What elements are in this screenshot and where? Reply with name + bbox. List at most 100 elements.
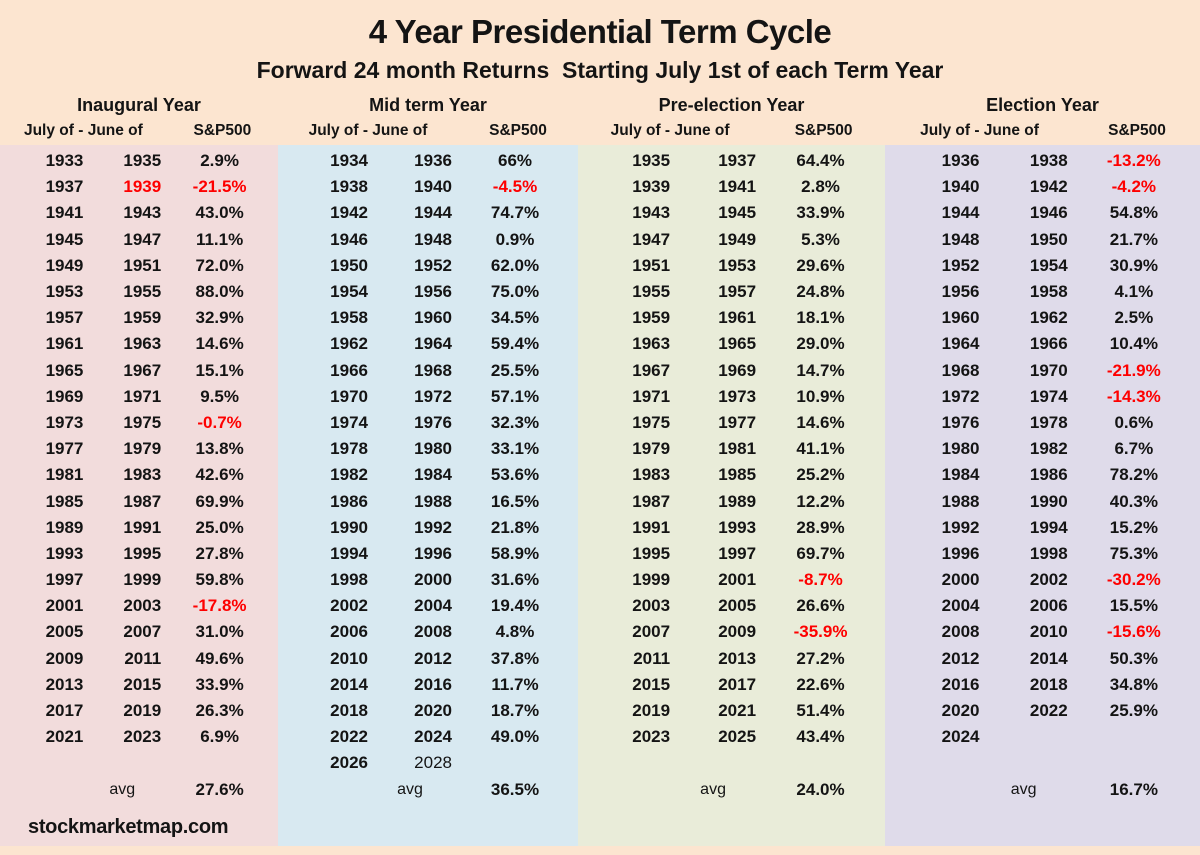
table-row: 1969 1971 9.5% xyxy=(0,384,278,410)
table-row: 1988 1990 40.3% xyxy=(885,488,1200,514)
sp500-return: 69.7% xyxy=(796,543,845,563)
july-year: 2026 xyxy=(330,753,368,773)
july-year: 1942 xyxy=(330,203,368,223)
sp500-return: -8.7% xyxy=(798,570,843,590)
june-year: 1982 xyxy=(1029,439,1068,459)
table-row: 1962 1964 59.4% xyxy=(278,331,578,357)
june-year: 1988 xyxy=(414,491,452,511)
sp500-return: 24.8% xyxy=(796,282,845,302)
june-year: 1957 xyxy=(718,282,757,302)
sp500-return: 59.8% xyxy=(195,570,244,590)
sp500-return: 18.7% xyxy=(490,701,540,721)
june-year: 1948 xyxy=(414,229,452,249)
june-year: 2015 xyxy=(123,674,162,694)
table-row: 2017 2019 26.3% xyxy=(0,698,278,724)
july-year: 2011 xyxy=(633,648,671,668)
july-year: 1956 xyxy=(941,282,980,302)
july-year: 1958 xyxy=(330,308,368,328)
sp500-return: -13.2% xyxy=(1106,151,1161,171)
july-year: 2007 xyxy=(632,622,671,642)
july-year: 1960 xyxy=(941,308,980,328)
july-year: 1998 xyxy=(330,570,368,590)
years-column-header: July of - June of xyxy=(308,122,428,139)
july-year: 1975 xyxy=(632,412,671,432)
table-row: 1941 1943 43.0% xyxy=(0,200,278,226)
sp500-return: 53.6% xyxy=(490,465,540,485)
sp500-return: 15.2% xyxy=(1109,517,1158,537)
sp500-return: -21.9% xyxy=(1106,360,1161,380)
june-year: 2020 xyxy=(414,701,452,721)
avg-label: avg xyxy=(1010,780,1037,798)
june-year: 2024 xyxy=(414,727,452,747)
june-year: 2019 xyxy=(123,701,162,721)
july-year: 1996 xyxy=(941,543,980,563)
june-year: 1962 xyxy=(1029,308,1068,328)
sp500-return: 31.0% xyxy=(195,622,244,642)
july-year: 1947 xyxy=(632,229,671,249)
avg-label: avg xyxy=(109,780,136,798)
avg-row: avg 36.5% xyxy=(278,777,578,803)
table-row: 1990 1992 21.8% xyxy=(278,515,578,541)
june-year: 1997 xyxy=(718,543,757,563)
table-row: 1937 1939 -21.5% xyxy=(0,174,278,200)
table-row: 1961 1963 14.6% xyxy=(0,331,278,357)
june-year: 2009 xyxy=(718,622,757,642)
june-year: 1972 xyxy=(414,386,452,406)
table-row: 1957 1959 32.9% xyxy=(0,305,278,331)
table-row: 1966 1968 25.5% xyxy=(278,358,578,384)
sp500-return: 4.8% xyxy=(495,622,535,642)
table-row: 1964 1966 10.4% xyxy=(885,331,1200,357)
table-row xyxy=(578,750,885,776)
table-row: 2026 2028 xyxy=(278,750,578,776)
sp500-return: 6.7% xyxy=(1114,439,1154,459)
june-year: 1986 xyxy=(1029,465,1068,485)
table-row: 1983 1985 25.2% xyxy=(578,462,885,488)
sp500-return: 13.8% xyxy=(195,439,244,459)
table-row: 2024 xyxy=(885,724,1200,750)
table-row: 1949 1951 72.0% xyxy=(0,253,278,279)
avg-value: 27.6% xyxy=(195,779,244,799)
table-row: 1991 1993 28.9% xyxy=(578,515,885,541)
sp500-return: 22.6% xyxy=(796,674,845,694)
sp500-return: 2.8% xyxy=(801,177,840,197)
column-headers: July of - June of S&P500 xyxy=(278,119,578,145)
sp500-return: 12.2% xyxy=(796,491,845,511)
sp500-return: 15.1% xyxy=(195,360,244,380)
june-year: 1961 xyxy=(718,308,757,328)
june-year: 1989 xyxy=(718,491,757,511)
table-row: 1954 1956 75.0% xyxy=(278,279,578,305)
table-row: 2004 2006 15.5% xyxy=(885,593,1200,619)
sp500-return: 43.0% xyxy=(195,203,244,223)
table-row: 1975 1977 14.6% xyxy=(578,410,885,436)
june-year: 1977 xyxy=(718,412,757,432)
june-year: 1969 xyxy=(718,360,757,380)
june-year: 1985 xyxy=(718,465,757,485)
july-year: 1959 xyxy=(632,308,671,328)
june-year: 1996 xyxy=(414,543,452,563)
june-year: 1963 xyxy=(123,334,162,354)
table-row: 1953 1955 88.0% xyxy=(0,279,278,305)
june-year: 1937 xyxy=(718,151,757,171)
june-year: 1978 xyxy=(1029,412,1068,432)
panel-body: 1936 1938 -13.2% 1940 1942 -4.2% 1944 1946 54.8%… xyxy=(885,145,1200,846)
july-year: 1946 xyxy=(330,229,368,249)
june-year: 2008 xyxy=(414,622,452,642)
july-year: 1985 xyxy=(45,491,84,511)
july-year: 1967 xyxy=(632,360,671,380)
june-year: 2010 xyxy=(1029,622,1068,642)
table-row: 1952 1954 30.9% xyxy=(885,253,1200,279)
sp500-column-header: S&P500 xyxy=(193,122,252,139)
june-year: 2023 xyxy=(123,727,162,747)
june-year: 1938 xyxy=(1029,151,1068,171)
june-year: 1936 xyxy=(414,151,452,171)
sp500-return: 72.0% xyxy=(195,255,244,275)
column-headers: July of - June of S&P500 xyxy=(578,119,885,145)
july-year: 1981 xyxy=(45,465,84,485)
panel-pre-election-year: Pre-election Year July of - June of S&P5… xyxy=(578,91,885,846)
sp500-return: 30.9% xyxy=(1109,255,1158,275)
sp500-return: 0.9% xyxy=(495,229,535,249)
july-year: 1992 xyxy=(941,517,980,537)
table-row: 2015 2017 22.6% xyxy=(578,672,885,698)
table-row: 2000 2002 -30.2% xyxy=(885,567,1200,593)
sp500-return: 34.8% xyxy=(1109,674,1158,694)
